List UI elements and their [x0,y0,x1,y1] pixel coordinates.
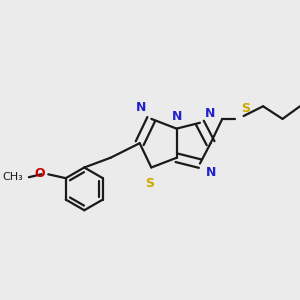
Text: N: N [136,101,146,114]
Text: N: N [171,110,182,123]
Text: S: S [241,102,250,115]
Text: O: O [35,167,45,180]
Text: N: N [205,107,215,120]
Text: CH₃: CH₃ [2,172,23,182]
Text: S: S [145,177,154,190]
Text: N: N [206,166,216,178]
